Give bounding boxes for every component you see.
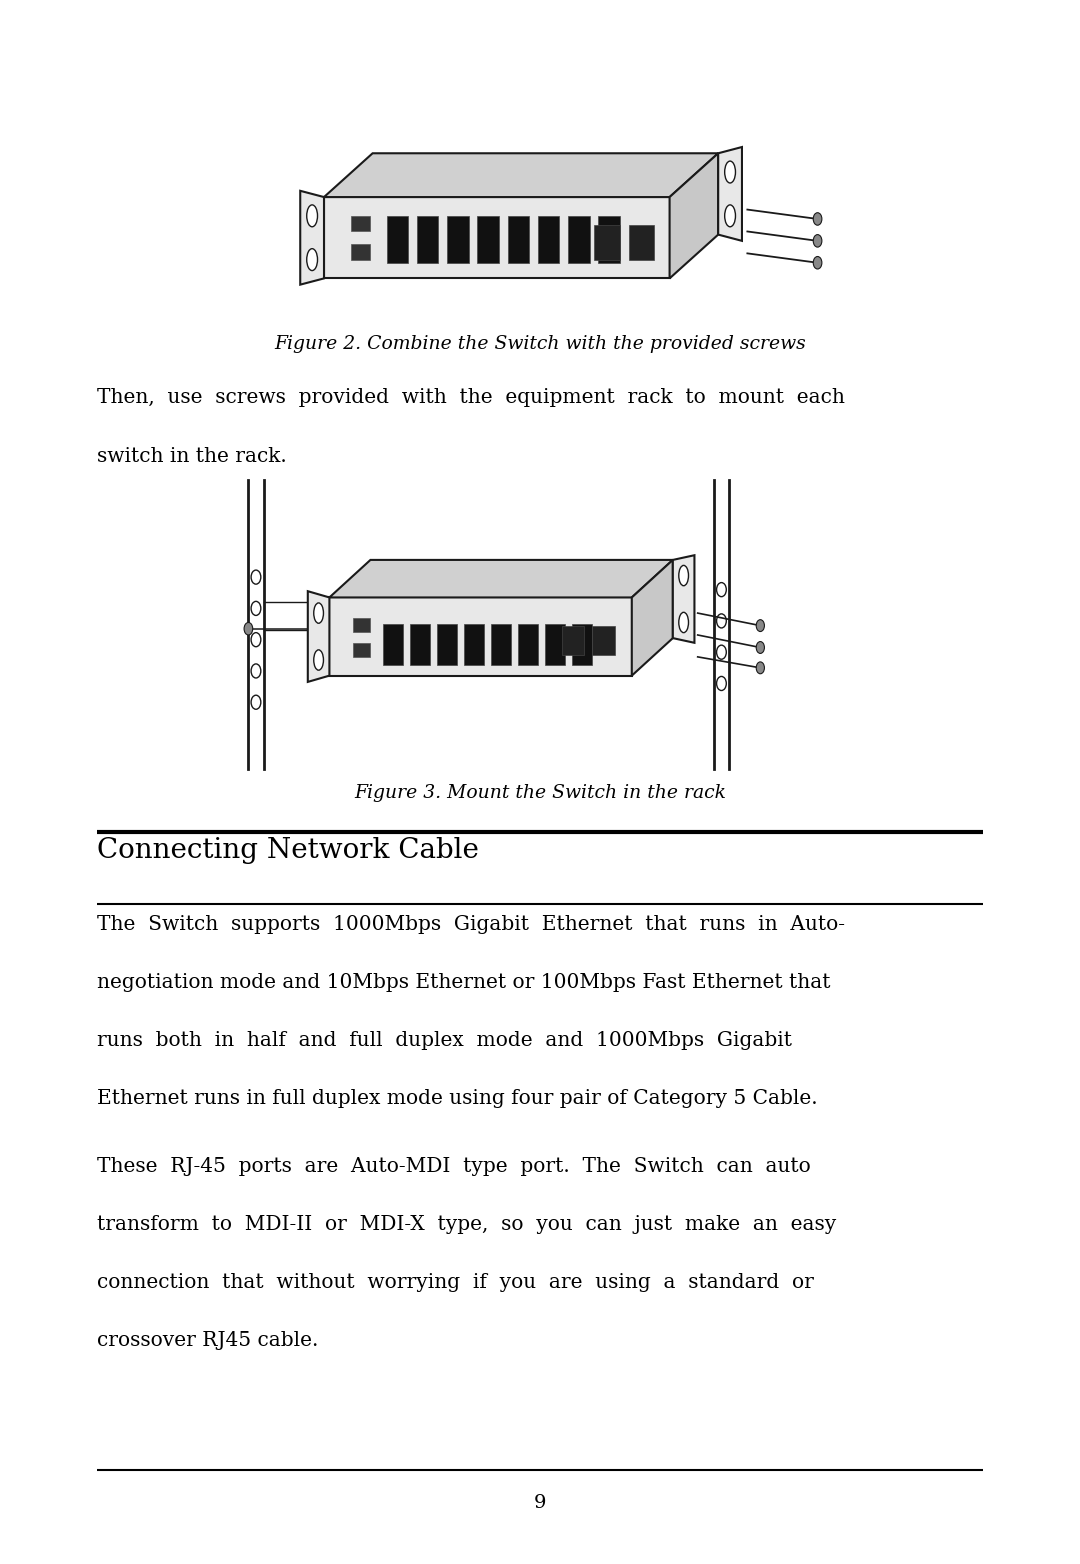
Bar (437, 624, 457, 665)
Ellipse shape (307, 205, 318, 227)
Circle shape (244, 622, 253, 635)
Ellipse shape (725, 161, 735, 183)
Bar (538, 216, 559, 263)
Circle shape (717, 613, 727, 627)
Text: 9: 9 (534, 1494, 546, 1512)
Circle shape (251, 663, 261, 679)
Text: Figure 2. Combine the Switch with the provided screws: Figure 2. Combine the Switch with the pr… (274, 335, 806, 353)
Bar (568, 216, 590, 263)
Circle shape (251, 694, 261, 710)
Ellipse shape (313, 651, 324, 669)
Ellipse shape (725, 205, 735, 227)
Circle shape (251, 632, 261, 647)
Text: Then,  use  screws  provided  with  the  equipment  rack  to  mount  each: Then, use screws provided with the equip… (97, 388, 845, 407)
Polygon shape (324, 197, 670, 278)
Polygon shape (300, 191, 324, 285)
Ellipse shape (307, 249, 318, 271)
Bar (447, 216, 469, 263)
Bar (353, 643, 370, 657)
Bar (598, 216, 620, 263)
Bar (464, 624, 484, 665)
Text: These  RJ-45  ports  are  Auto-MDI  type  port.  The  Switch  can  auto: These RJ-45 ports are Auto-MDI type port… (97, 1157, 811, 1176)
Circle shape (717, 582, 727, 596)
Bar (387, 216, 408, 263)
Text: negotiation mode and 10Mbps Ethernet or 100Mbps Fast Ethernet that: negotiation mode and 10Mbps Ethernet or … (97, 973, 831, 992)
Bar (594, 225, 620, 260)
Bar (383, 624, 403, 665)
Text: Figure 3. Mount the Switch in the rack: Figure 3. Mount the Switch in the rack (354, 784, 726, 802)
Circle shape (756, 619, 765, 632)
Bar (351, 244, 370, 260)
Circle shape (251, 569, 261, 583)
Text: runs  both  in  half  and  full  duplex  mode  and  1000Mbps  Gigabit: runs both in half and full duplex mode a… (97, 1031, 793, 1049)
Text: transform  to  MDI-II  or  MDI-X  type,  so  you  can  just  make  an  easy: transform to MDI-II or MDI-X type, so yo… (97, 1215, 836, 1234)
Ellipse shape (678, 565, 689, 585)
Circle shape (813, 235, 822, 247)
Text: connection  that  without  worrying  if  you  are  using  a  standard  or: connection that without worrying if you … (97, 1273, 814, 1292)
Bar (491, 624, 511, 665)
Circle shape (813, 256, 822, 269)
Bar (545, 624, 565, 665)
Circle shape (251, 601, 261, 615)
Polygon shape (718, 147, 742, 241)
Bar (417, 216, 438, 263)
Text: Connecting Network Cable: Connecting Network Cable (97, 837, 480, 863)
Text: crossover RJ45 cable.: crossover RJ45 cable. (97, 1331, 319, 1350)
Bar (477, 216, 499, 263)
Polygon shape (329, 597, 632, 676)
Ellipse shape (678, 612, 689, 632)
Bar (629, 225, 654, 260)
Bar (562, 626, 584, 655)
Polygon shape (329, 560, 673, 597)
Bar (410, 624, 430, 665)
Bar (572, 624, 592, 665)
Bar (508, 216, 529, 263)
Circle shape (756, 641, 765, 654)
Circle shape (813, 213, 822, 225)
Text: Ethernet runs in full duplex mode using four pair of Category 5 Cable.: Ethernet runs in full duplex mode using … (97, 1089, 818, 1107)
Bar (353, 618, 370, 632)
Text: The  Switch  supports  1000Mbps  Gigabit  Ethernet  that  runs  in  Auto-: The Switch supports 1000Mbps Gigabit Eth… (97, 915, 846, 934)
Ellipse shape (313, 602, 324, 624)
Polygon shape (632, 560, 673, 676)
Polygon shape (308, 591, 329, 682)
Bar (592, 626, 615, 655)
Polygon shape (324, 153, 718, 197)
Bar (518, 624, 538, 665)
Polygon shape (670, 153, 718, 278)
Circle shape (756, 662, 765, 674)
Polygon shape (673, 555, 694, 643)
Text: switch in the rack.: switch in the rack. (97, 447, 287, 466)
Bar (351, 216, 370, 231)
Circle shape (717, 676, 727, 691)
Circle shape (717, 644, 727, 660)
